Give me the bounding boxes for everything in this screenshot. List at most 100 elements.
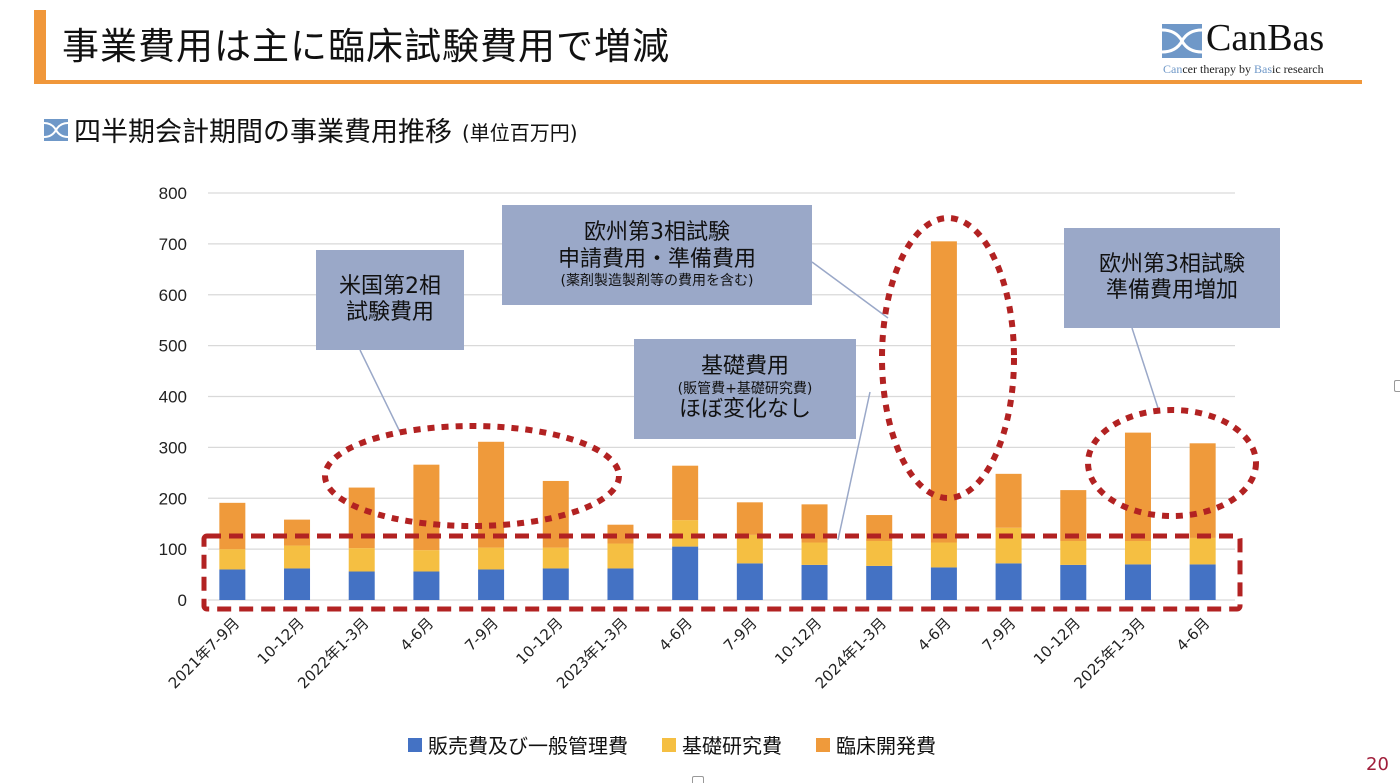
bar-segment-clinical xyxy=(930,241,957,543)
callout-us-phase2: 米国第2相 試験費用 xyxy=(316,250,464,350)
bar-segment-basic-research xyxy=(284,545,311,569)
title-accent-bar xyxy=(34,10,46,82)
slide-edge-marker xyxy=(1394,380,1400,392)
logo-wordmark: CanBas xyxy=(1206,17,1325,59)
callout-basic-costs: 基礎費用 (販管費+基礎研究費) ほぼ変化なし xyxy=(634,339,856,439)
tagline-part: Bas xyxy=(1253,62,1272,76)
basic-costs-highlight-box xyxy=(201,533,1243,612)
bar-segment-clinical xyxy=(1189,443,1216,538)
eu-phase3-prep-highlight-ellipse xyxy=(1085,407,1259,519)
bar-segment-sga xyxy=(672,546,699,600)
canbas-bullet-icon xyxy=(44,118,68,141)
x-tick-label: 4-6月 xyxy=(914,614,955,655)
tagline-part: ic research xyxy=(1271,62,1324,76)
callout-eu-phase3-application: 欧州第3相試験 申請費用・準備費用 (薬剤製造製剤等の費用を含む) xyxy=(502,205,812,305)
canbas-logo: CanBas Cancer therapy by Basic research xyxy=(1162,17,1362,78)
bar-segment-clinical xyxy=(478,441,505,548)
bar-segment-clinical xyxy=(672,465,699,521)
callout-connector-line xyxy=(811,261,889,319)
bar-segment-basic-research xyxy=(736,534,763,564)
callout-line: 欧州第3相試験 xyxy=(584,220,730,246)
bar-segment-basic-research xyxy=(542,547,569,569)
bar-segment-basic-research xyxy=(672,520,699,547)
page-title: 事業費用は主に臨床試験費用で増減 xyxy=(62,25,670,68)
bar-segment-basic-research xyxy=(413,550,440,572)
x-tick-label: 7-9月 xyxy=(979,614,1020,655)
bar-segment-basic-research xyxy=(801,542,828,565)
x-tick-label: 10-12月 xyxy=(1030,614,1084,668)
bar-segment-sga xyxy=(348,571,375,600)
bar-segment-sga xyxy=(1060,564,1087,600)
y-tick-label: 0 xyxy=(178,591,187,610)
section-subtitle: 四半期会計期間の事業費用推移 (単位百万円) xyxy=(44,110,578,149)
logo-tagline: Cancer therapy by Basic research xyxy=(1163,62,1324,77)
callout-line: 米国第2相 xyxy=(339,273,441,299)
bar-segment-clinical xyxy=(736,502,763,535)
us-phase2-highlight-ellipse xyxy=(322,423,622,529)
subtitle-unit: (単位百万円) xyxy=(462,121,578,145)
y-tick-label: 400 xyxy=(159,388,187,407)
legend-item-sga: 販売費及び一般管理費 xyxy=(408,730,628,759)
legend-swatch-blue xyxy=(408,737,422,752)
callout-line: 基礎費用 xyxy=(700,354,789,380)
x-tick-label: 4-6月 xyxy=(397,614,438,655)
bar-segment-basic-research xyxy=(1124,540,1151,565)
chart-legend: 販売費及び一般管理費 基礎研究費 臨床開発費 xyxy=(408,730,936,759)
bar-segment-clinical xyxy=(607,524,634,544)
bar-segment-sga xyxy=(413,571,440,600)
eu-phase3-application-highlight-ellipse xyxy=(879,215,1017,501)
x-tick-label: 7-9月 xyxy=(461,614,502,655)
y-tick-label: 200 xyxy=(159,489,187,508)
y-tick-label: 300 xyxy=(159,438,187,457)
legend-item-clinical: 臨床開発費 xyxy=(816,730,936,759)
bar-segment-sga xyxy=(736,563,763,600)
callout-line: ほぼ変化なし xyxy=(678,397,811,423)
callout-line: 欧州第3相試験 xyxy=(1099,251,1245,277)
callout-eu-phase3-prep: 欧州第3相試験 準備費用増加 xyxy=(1064,228,1280,328)
callout-line: 準備費用増加 xyxy=(1105,278,1238,303)
bar-segment-sga xyxy=(1189,564,1216,600)
callout-connector-line xyxy=(837,391,871,541)
tagline-part: cer therapy by xyxy=(1182,62,1254,76)
bar-layer xyxy=(219,241,1216,600)
x-tick-label: 2021年7-9月 xyxy=(165,614,243,692)
bar-segment-basic-research xyxy=(1060,540,1087,565)
y-tick-label: 700 xyxy=(159,235,187,254)
bar-segment-clinical xyxy=(219,502,246,550)
bar-segment-sga xyxy=(478,569,505,600)
callout-line: 試験費用 xyxy=(345,300,434,325)
bar-segment-sga xyxy=(219,569,246,600)
bar-segment-basic-research xyxy=(478,547,505,570)
bar-segment-sga xyxy=(284,568,311,600)
legend-swatch-orange xyxy=(816,737,830,752)
y-tick-label: 500 xyxy=(159,337,187,356)
bar-segment-sga xyxy=(930,567,957,600)
bar-segment-clinical xyxy=(1124,432,1151,541)
bar-segment-clinical xyxy=(284,519,311,546)
bar-segment-clinical xyxy=(348,487,375,549)
x-tick-label: 10-12月 xyxy=(254,614,308,668)
x-tick-label: 10-12月 xyxy=(512,614,566,668)
page-number: 20 xyxy=(1366,754,1389,775)
bar-segment-sga xyxy=(995,563,1022,600)
tagline-part: Can xyxy=(1163,62,1183,76)
legend-swatch-yellow xyxy=(662,737,676,752)
bar-segment-basic-research xyxy=(930,542,957,568)
x-tick-label: 4-6月 xyxy=(1173,614,1214,655)
bar-segment-basic-research xyxy=(866,540,893,566)
callout-note: (販管費+基礎研究費) xyxy=(677,380,813,397)
callout-connector-line xyxy=(359,349,401,433)
bar-segment-sga xyxy=(866,565,893,600)
bar-segment-basic-research xyxy=(219,549,246,570)
subtitle-text: 四半期会計期間の事業費用推移 xyxy=(74,117,452,148)
bar-segment-sga xyxy=(801,564,828,600)
legend-item-basic-research: 基礎研究費 xyxy=(662,730,782,759)
x-tick-label: 10-12月 xyxy=(771,614,825,668)
bar-segment-sga xyxy=(1124,564,1151,600)
bar-segment-basic-research xyxy=(995,527,1022,564)
y-tick-label: 800 xyxy=(159,184,187,203)
title-underline xyxy=(34,80,1362,84)
bar-segment-clinical xyxy=(995,473,1022,528)
x-tick-label: 7-9月 xyxy=(720,614,761,655)
